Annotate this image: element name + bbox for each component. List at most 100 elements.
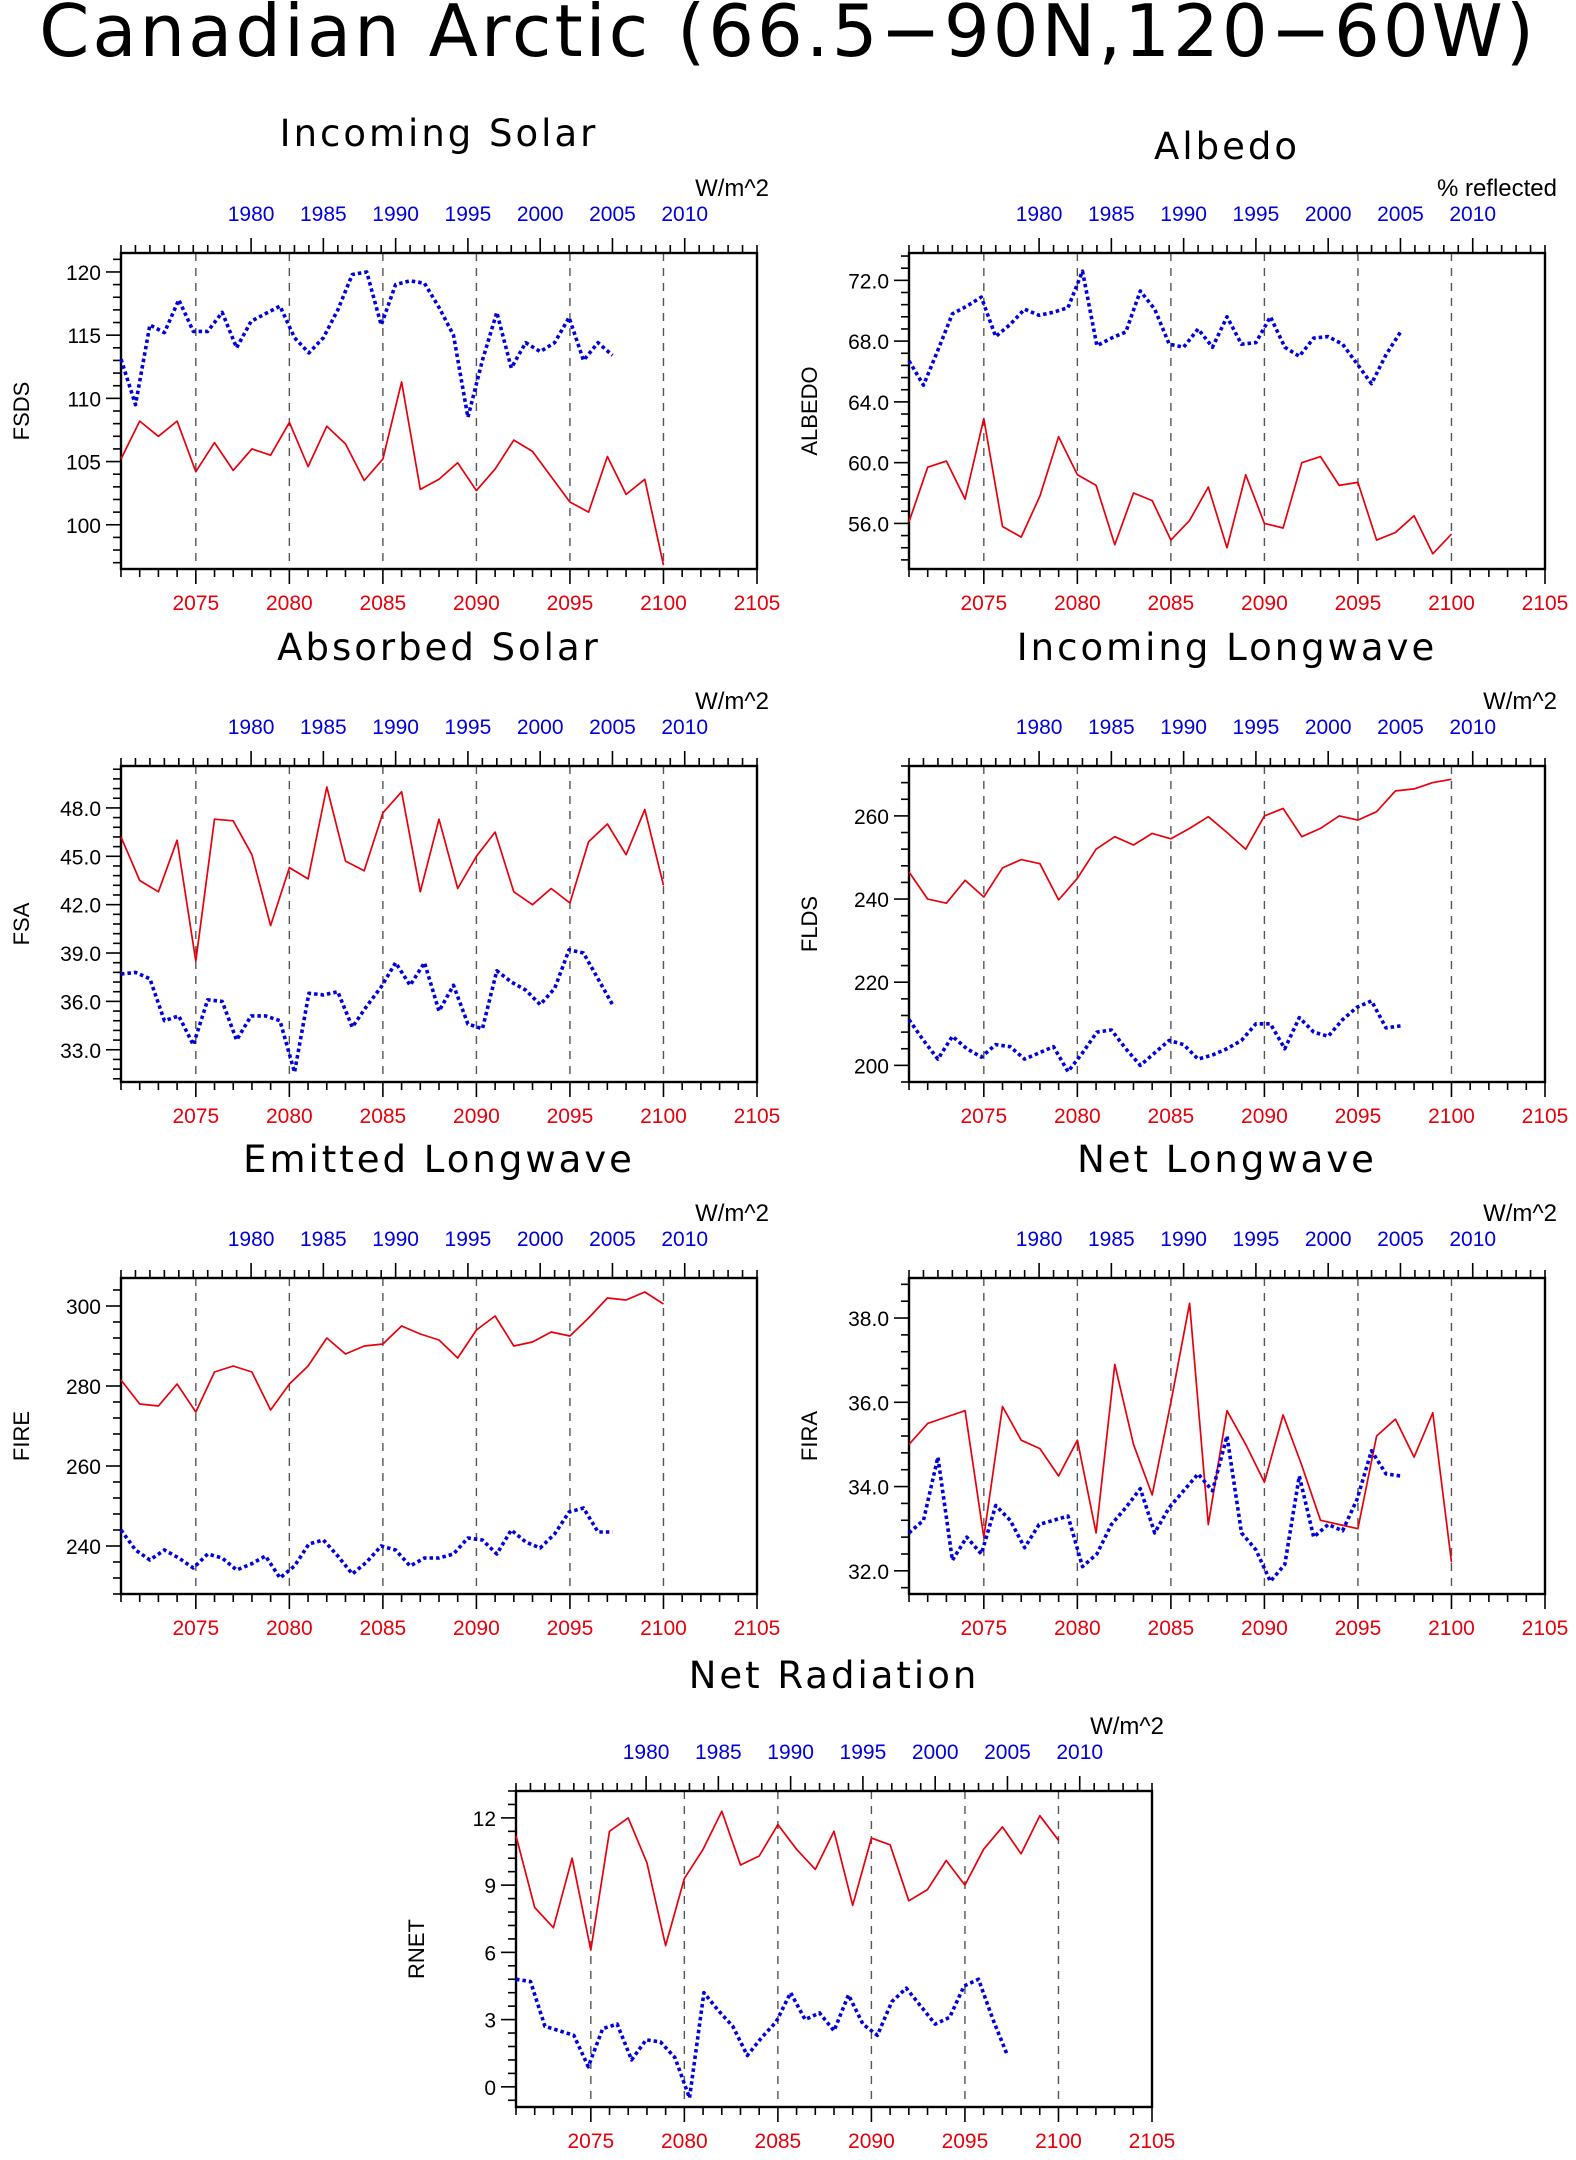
panel-title-albedo: Albedo xyxy=(1154,125,1300,168)
bottom-tick-label-fsds: 2080 xyxy=(266,592,313,615)
series-line-future-fsa xyxy=(120,786,665,962)
bottom-tick-label-fire: 2090 xyxy=(453,1617,500,1640)
bottom-tick-label-fire: 2095 xyxy=(547,1617,594,1640)
series-line-historical-albedo xyxy=(907,269,1403,388)
top-tick-label-fsa: 2005 xyxy=(589,716,636,739)
top-tick-label-fira: 1985 xyxy=(1088,1228,1135,1251)
y-tick-label-fsa: 42.0 xyxy=(60,895,101,918)
top-tick-label-albedo: 1990 xyxy=(1160,203,1207,226)
plot-frame-fsa xyxy=(119,764,759,1084)
series-line-historical-flds xyxy=(907,999,1401,1074)
bottom-tick-label-flds: 2090 xyxy=(1241,1105,1288,1128)
panel-fira: Net Longwave W/m^2 FIRA 2075 2080 2085 2090 209… xyxy=(797,1138,1568,1640)
bottom-tick-label-fsa: 2095 xyxy=(547,1105,594,1128)
y-tick-label-fsa: 48.0 xyxy=(60,798,101,821)
bottom-tick-label-fira: 2105 xyxy=(1522,1617,1569,1640)
y-tick-label-fira: 34.0 xyxy=(848,1477,889,1500)
y-tick-label-flds: 200 xyxy=(854,1055,889,1078)
top-tick-label-fsds: 2010 xyxy=(661,203,708,226)
top-tick-label-fire: 1990 xyxy=(372,1228,419,1251)
figure-title: Canadian Arctic (66.5−90N,120−60W) xyxy=(39,0,1537,73)
top-tick-label-albedo: 1995 xyxy=(1233,203,1280,226)
panel-title-fsds: Incoming Solar xyxy=(280,112,599,155)
top-tick-label-fira: 1980 xyxy=(1016,1228,1063,1251)
top-tick-label-fsa: 1985 xyxy=(300,716,347,739)
y-tick-label-fsa: 33.0 xyxy=(60,1040,101,1063)
top-tick-label-flds: 2000 xyxy=(1305,716,1352,739)
panel-fsa: Absorbed Solar W/m^2 FSA 2075 2080 2085 2090 20… xyxy=(9,626,780,1128)
top-tick-label-fsa: 1980 xyxy=(228,716,275,739)
bottom-tick-label-albedo: 2095 xyxy=(1335,592,1382,615)
y-axis-label-rnet: RNET xyxy=(404,1919,429,1979)
panel-flds: Incoming Longwave W/m^2 FLDS 2075 2080 2085 20… xyxy=(797,626,1568,1128)
y-tick-label-flds: 240 xyxy=(854,889,889,912)
bottom-tick-label-fsds: 2075 xyxy=(172,592,219,615)
bottom-tick-label-fira: 2095 xyxy=(1335,1617,1382,1640)
top-tick-label-fire: 1980 xyxy=(228,1228,275,1251)
top-tick-label-albedo: 1985 xyxy=(1088,203,1135,226)
bottom-tick-label-fire: 2080 xyxy=(266,1617,313,1640)
units-label-rnet: W/m^2 xyxy=(1090,1713,1164,1740)
top-tick-label-flds: 2005 xyxy=(1377,716,1424,739)
top-tick-label-flds: 2010 xyxy=(1449,716,1496,739)
top-tick-label-fsds: 2005 xyxy=(589,203,636,226)
bottom-tick-label-fsds: 2090 xyxy=(453,592,500,615)
y-tick-label-albedo: 68.0 xyxy=(848,331,889,354)
y-tick-label-fsa: 39.0 xyxy=(60,943,101,966)
top-tick-label-fira: 2000 xyxy=(1305,1228,1352,1251)
bottom-tick-label-fire: 2075 xyxy=(172,1617,219,1640)
bottom-tick-label-rnet: 2095 xyxy=(942,2130,989,2153)
y-axis-label-fsa: FSA xyxy=(9,902,34,945)
top-tick-label-fira: 2005 xyxy=(1377,1228,1424,1251)
y-tick-label-fira: 36.0 xyxy=(848,1392,889,1415)
y-tick-label-rnet: 3 xyxy=(484,2010,496,2033)
bottom-tick-label-fire: 2105 xyxy=(734,1617,781,1640)
panel-title-fire: Emitted Longwave xyxy=(243,1138,635,1181)
top-tick-label-fira: 2010 xyxy=(1449,1228,1496,1251)
top-tick-label-fire: 1985 xyxy=(300,1228,347,1251)
top-tick-label-rnet: 1990 xyxy=(767,1741,814,1764)
bottom-tick-label-fira: 2075 xyxy=(960,1617,1007,1640)
top-tick-label-fire: 2000 xyxy=(517,1228,564,1251)
y-tick-label-fire: 240 xyxy=(66,1536,101,1559)
y-tick-label-fire: 280 xyxy=(66,1376,101,1399)
top-tick-label-rnet: 1980 xyxy=(623,1741,670,1764)
bottom-tick-label-rnet: 2090 xyxy=(848,2130,895,2153)
top-tick-label-fsds: 1985 xyxy=(300,203,347,226)
y-tick-label-albedo: 72.0 xyxy=(848,270,889,293)
top-tick-label-fire: 2010 xyxy=(661,1228,708,1251)
top-tick-label-fira: 1990 xyxy=(1160,1228,1207,1251)
y-tick-label-rnet: 9 xyxy=(484,1875,496,1898)
bottom-tick-label-fira: 2085 xyxy=(1148,1617,1195,1640)
bottom-tick-label-fira: 2090 xyxy=(1241,1617,1288,1640)
y-tick-label-albedo: 56.0 xyxy=(848,513,889,536)
top-tick-label-albedo: 2010 xyxy=(1449,203,1496,226)
top-tick-label-rnet: 1985 xyxy=(695,1741,742,1764)
y-tick-label-fira: 38.0 xyxy=(848,1308,889,1331)
panel-albedo: Albedo % reflected ALBEDO 2075 2080 2085 2090 2… xyxy=(797,125,1568,615)
y-tick-label-flds: 220 xyxy=(854,972,889,995)
top-tick-label-albedo: 2000 xyxy=(1305,203,1352,226)
series-line-historical-fire xyxy=(119,1506,613,1580)
series-line-future-fire xyxy=(120,1291,664,1413)
top-tick-label-rnet: 1995 xyxy=(840,1741,887,1764)
bottom-tick-label-fsds: 2085 xyxy=(360,592,407,615)
bottom-tick-label-albedo: 2075 xyxy=(960,592,1007,615)
y-tick-label-fsds: 120 xyxy=(66,262,101,285)
top-tick-label-fsds: 2000 xyxy=(517,203,564,226)
bottom-tick-label-fire: 2085 xyxy=(360,1617,407,1640)
units-label-fsa: W/m^2 xyxy=(695,688,769,715)
bottom-tick-label-albedo: 2100 xyxy=(1428,592,1475,615)
top-tick-label-flds: 1985 xyxy=(1088,716,1135,739)
top-tick-label-fsds: 1990 xyxy=(372,203,419,226)
plot-frame-flds xyxy=(907,764,1547,1084)
y-tick-label-fsds: 115 xyxy=(68,325,101,348)
bottom-tick-label-fsa: 2085 xyxy=(360,1105,407,1128)
y-tick-label-fire: 300 xyxy=(66,1296,101,1319)
y-axis-label-fira: FIRA xyxy=(797,1411,822,1461)
plot-frame-fsds xyxy=(119,251,759,571)
top-tick-label-fsa: 1995 xyxy=(445,716,492,739)
y-tick-label-fsds: 105 xyxy=(66,452,101,475)
top-tick-label-fsa: 1990 xyxy=(372,716,419,739)
bottom-tick-label-fsa: 2080 xyxy=(266,1105,313,1128)
